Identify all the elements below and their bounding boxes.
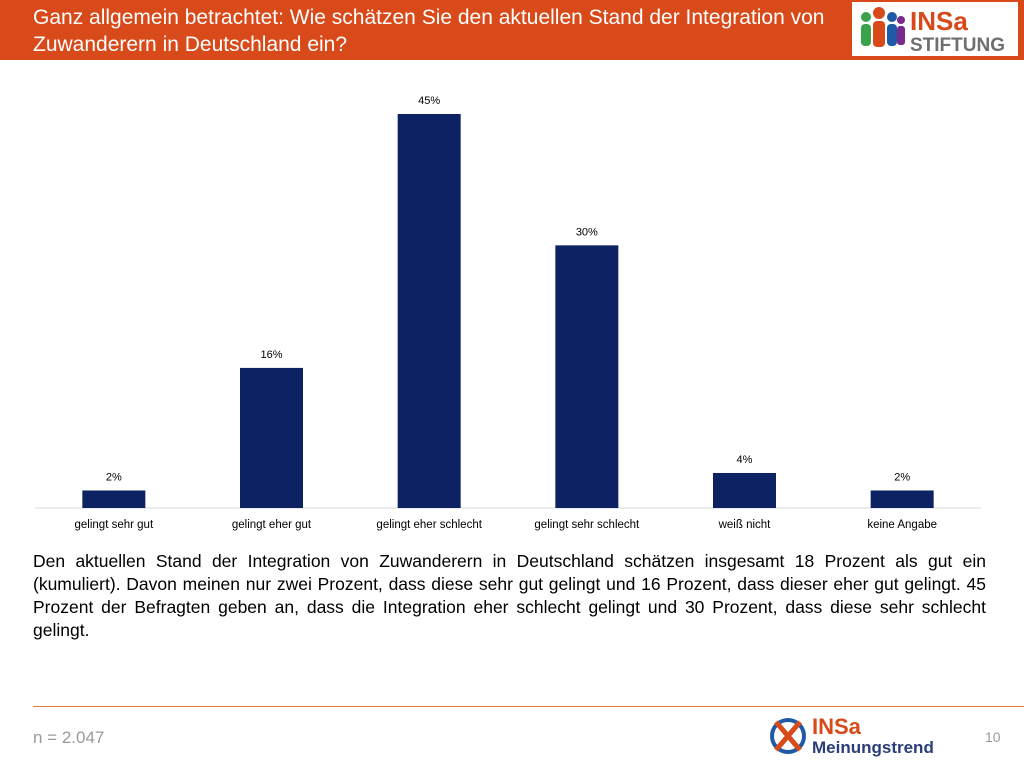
category-label-2: gelingt eher schlecht (376, 519, 482, 531)
svg-text:INSa: INSa (812, 714, 862, 739)
bar-value-label-5: 2% (894, 471, 910, 483)
svg-text:INSa: INSa (910, 6, 968, 36)
bar-value-label-2: 45% (418, 95, 440, 107)
insa-meinungstrend-logo: INSa Meinungstrend (768, 712, 968, 760)
bar-0 (82, 490, 146, 508)
bar-1 (240, 367, 303, 508)
bar-value-label-4: 4% (737, 454, 753, 466)
category-label-0: gelingt sehr gut (75, 519, 154, 531)
bar-value-label-3: 30% (576, 226, 598, 238)
category-label-4: weiß nicht (718, 519, 772, 531)
category-label-5: keine Angabe (867, 519, 937, 531)
svg-text:Meinungstrend: Meinungstrend (812, 738, 934, 757)
svg-text:STIFTUNG: STIFTUNG (910, 35, 1005, 56)
bar-2 (397, 114, 461, 508)
insa-stiftung-logo: INSa STIFTUNG (852, 2, 1018, 56)
insa-stiftung-logo-icon: INSa STIFTUNG (861, 6, 1005, 56)
description-text: Den aktuellen Stand der Integration von … (33, 551, 986, 640)
page-number: 10 (985, 729, 1001, 745)
footer-divider (33, 706, 1024, 707)
bar-value-label-1: 16% (260, 349, 282, 361)
insa-meinungstrend-logo-icon: INSa Meinungstrend (770, 714, 934, 757)
bar-3 (555, 245, 619, 509)
category-label-1: gelingt eher gut (232, 519, 312, 531)
bar-4 (713, 472, 776, 508)
bar-5 (870, 490, 934, 508)
category-label-3: gelingt sehr schlecht (534, 519, 640, 531)
bar-value-label-0: 2% (106, 471, 122, 483)
sample-size-label: n = 2.047 (33, 728, 105, 747)
bar-chart: 2% 16% 45% 30% 4% 2% gelingt sehr gut gelingt … (35, 95, 981, 531)
page-title: Ganz allgemein betrachtet: Wie schätzen … (33, 6, 825, 56)
header-bar: Ganz allgemein betrachtet: Wie schätzen … (0, 0, 1024, 60)
